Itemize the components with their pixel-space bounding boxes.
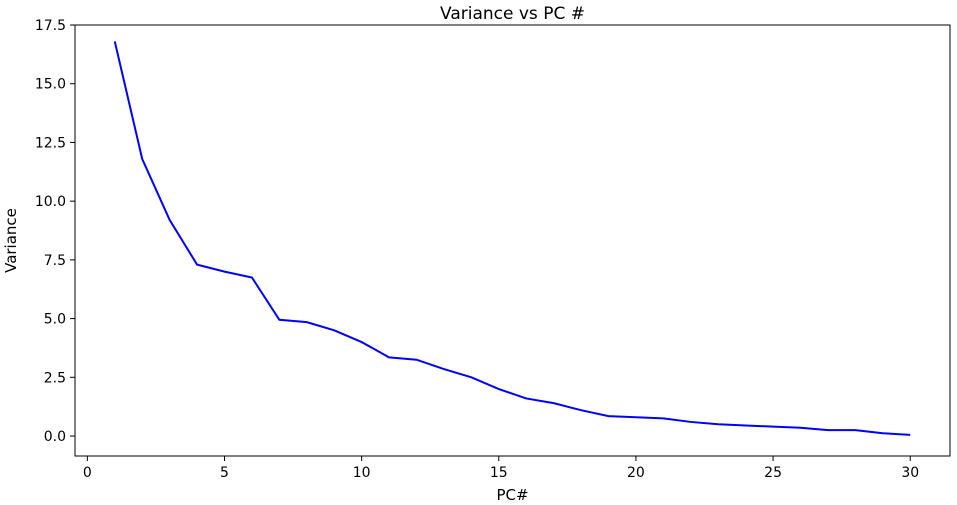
- y-tick-label: 10.0: [35, 194, 66, 210]
- y-tick-label: 2.5: [44, 370, 66, 386]
- x-tick-label: 15: [490, 465, 508, 481]
- y-tick-label: 7.5: [44, 253, 66, 269]
- chart-title: Variance vs PC #: [440, 4, 585, 24]
- y-axis-label: Variance: [2, 208, 20, 273]
- y-axis: 0.0 2.5 5.0 7.5 10.0 12.5 15.0 17.5: [35, 18, 75, 445]
- x-tick-label: 20: [627, 465, 645, 481]
- x-tick-label: 30: [901, 465, 919, 481]
- y-tick-label: 15.0: [35, 77, 66, 93]
- y-tick-label: 12.5: [35, 135, 66, 151]
- y-tick-label: 17.5: [35, 18, 66, 34]
- y-tick-label: 0.0: [44, 429, 66, 445]
- y-tick-label: 5.0: [44, 312, 66, 328]
- x-axis: 0 5 10 15 20 25 30: [83, 456, 919, 481]
- series-line: [113, 41, 911, 436]
- x-axis-label: PC#: [496, 486, 528, 504]
- x-tick-label: 10: [353, 465, 371, 481]
- plot-frame: [74, 24, 951, 457]
- x-tick-label: 0: [83, 465, 92, 481]
- x-tick-label: 5: [220, 465, 229, 481]
- x-tick-label: 25: [764, 465, 782, 481]
